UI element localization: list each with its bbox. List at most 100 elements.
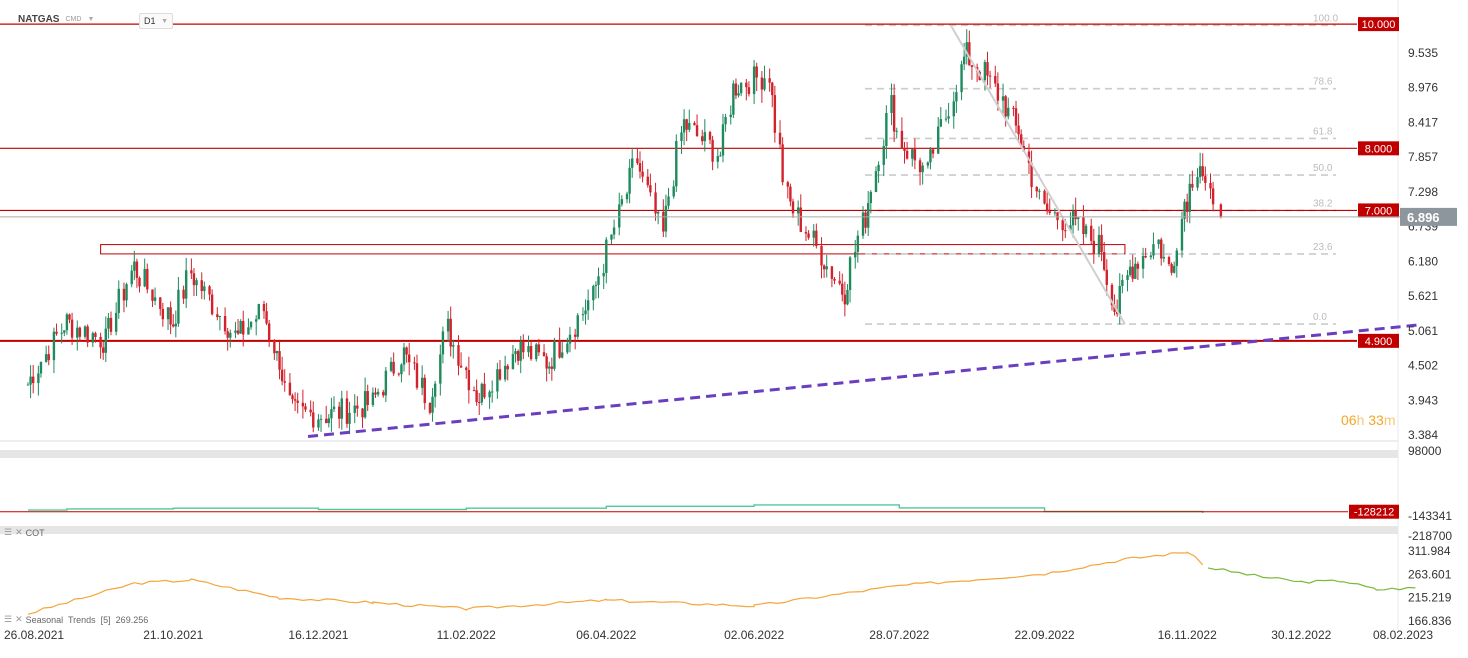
candle-body [223,315,227,332]
candle-body [988,75,992,77]
candle-body [1053,212,1057,214]
candle-body [672,186,675,197]
countdown-hours: 06 [1341,412,1357,428]
candle-body [1209,182,1212,189]
candle-body [711,139,714,162]
price-tick-label: 8.417 [1408,115,1438,129]
date-tick-label: 11.02.2022 [437,628,496,642]
candle-body [656,211,660,214]
candle-body [664,205,668,232]
seasonal-indicator-label[interactable]: ☰ ✕ Seasonal Trends [5] 269.256 [4,614,148,625]
candle-body [960,64,963,93]
candle-body [597,276,600,285]
candle-body [955,92,958,102]
candle-body [275,351,279,354]
close-icon[interactable]: ✕ [15,614,23,624]
candle-body [1180,218,1184,251]
cot-indicator-label[interactable]: ☰ ✕ COT [4,527,45,538]
candle-body [913,149,917,161]
candle-body [446,318,450,332]
candle-body [1064,230,1067,232]
candle-body [654,192,657,214]
price-tick-label: 5.061 [1408,324,1438,338]
candle-body [568,334,572,344]
date-tick-label: 08.02.2023 [1373,628,1433,642]
candle-body [55,331,58,334]
candle-body [1069,225,1072,231]
candle-body [594,284,598,287]
level-price-badge [1358,333,1399,348]
candle-body [325,418,328,424]
candle-body [734,83,738,96]
candle-body [511,354,515,370]
candle-body [190,270,193,274]
candle-body [586,300,590,311]
price-tick-label: 8.976 [1408,81,1438,95]
date-tick-label: 26.08.2021 [4,628,64,642]
candle-body [1048,211,1051,213]
candle-body [825,266,828,270]
candle-body [820,245,823,266]
candle-body [257,303,260,320]
instrument-header[interactable]: NATGAS CMD ▼ [18,14,94,25]
level-price-label: 10.000 [1362,19,1396,31]
candle-body [1160,239,1163,259]
candle-body [675,141,678,187]
candle-body [229,332,232,338]
candle-body [1131,266,1134,279]
candle-body [833,278,836,281]
candle-body [151,289,154,301]
timeframe-select[interactable]: D1 ▼ [139,13,173,29]
candle-body [428,403,432,413]
candle-body [130,270,133,285]
falling-trendline [950,25,1126,325]
candle-body [234,330,237,333]
candle-body [423,377,426,404]
candle-body [918,160,922,173]
candle-body [529,346,533,360]
candle-body [864,212,867,228]
candle-body [1061,220,1064,231]
candle-body [138,277,141,287]
candle-body [804,231,808,234]
candle-body [620,199,624,205]
source-label: CMD [65,16,82,23]
candle-body [618,204,621,228]
fib-level-label: 100.0 [1313,13,1338,24]
chevron-down-icon[interactable]: ▼ [87,16,95,23]
price-tick-label: 4.502 [1408,359,1438,373]
candle-body [1038,190,1041,192]
candle-body [542,352,546,357]
current-price-badge [1400,207,1457,226]
close-icon[interactable]: ✕ [15,527,23,537]
candle-body [592,286,595,301]
candle-body [283,381,286,383]
price-tick-label: 9.535 [1408,46,1438,60]
candle-body [760,77,764,90]
countdown-hours-unit: h [1356,412,1365,428]
candle-body [1100,234,1103,253]
candle-body [1201,166,1204,177]
candle-body [602,273,605,277]
seasonal-label-text: Seasonal Trends [5] 269.256 [25,614,149,625]
candle-body [944,118,948,120]
settings-icon[interactable]: ☰ [4,614,13,624]
candle-body [86,326,89,343]
panel-separator [0,450,1398,458]
candle-body [548,366,551,369]
candle-body [1035,187,1038,192]
candle-body [236,330,240,334]
trend-lines [307,25,1421,438]
candle-body [309,409,312,413]
candle-body [553,340,556,369]
seasonal-tick-label: 311.984 [1408,544,1451,558]
candle-body [856,235,860,252]
candle-body [1020,134,1023,146]
fib-level-label: 23.6 [1313,242,1333,253]
candle-body [37,373,40,384]
settings-icon[interactable]: ☰ [4,527,13,537]
countdown-minutes: 33 [1368,412,1384,428]
current-price-label: 6.896 [1407,210,1440,225]
candle-body [716,156,719,162]
